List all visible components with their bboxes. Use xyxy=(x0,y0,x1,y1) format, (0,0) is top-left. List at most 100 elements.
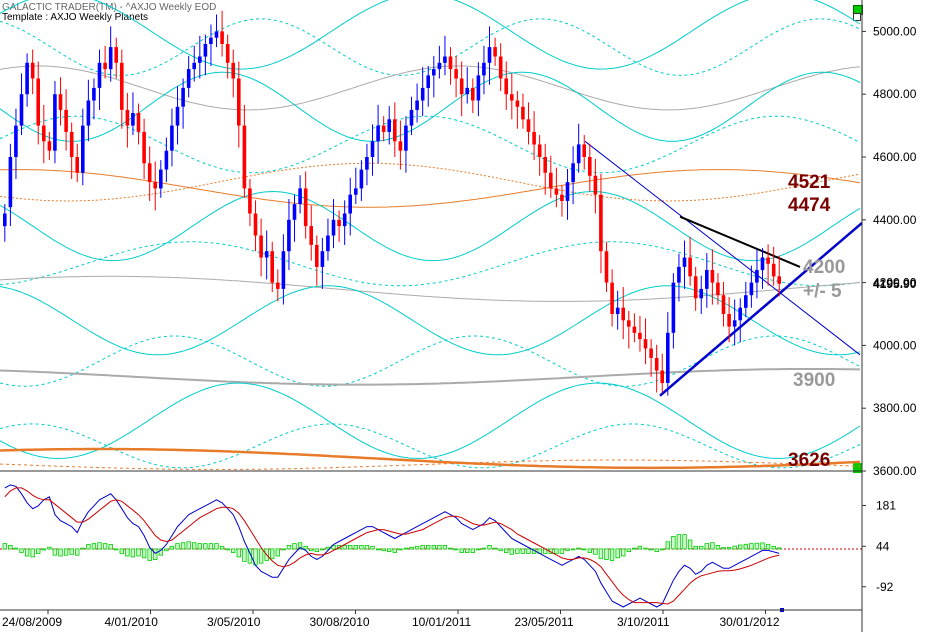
histogram-bar xyxy=(632,547,637,550)
candle-body xyxy=(320,251,325,267)
wave-line xyxy=(0,459,861,470)
histogram-bar xyxy=(754,542,760,550)
histogram-bar xyxy=(375,548,381,551)
histogram-bar xyxy=(687,539,693,550)
histogram-bar xyxy=(392,548,397,553)
panel-divider-handle-icon[interactable] xyxy=(853,463,862,473)
histogram-bar xyxy=(114,548,119,551)
candle-body xyxy=(376,125,380,142)
candle-body xyxy=(142,131,146,164)
histogram-bar xyxy=(576,547,581,550)
candle-body xyxy=(276,282,280,289)
last-price-label: 4195.90 xyxy=(873,277,917,291)
candle-body xyxy=(771,263,776,277)
candle-body xyxy=(315,244,319,267)
histogram-bar xyxy=(219,545,225,550)
wave-line xyxy=(0,241,861,287)
histogram-bar xyxy=(75,548,80,556)
histogram-bar xyxy=(386,548,392,553)
histogram-bar xyxy=(626,548,631,553)
histogram-bar xyxy=(682,534,687,550)
histogram-bar xyxy=(141,548,147,559)
candle-body xyxy=(125,109,130,126)
histogram-bar xyxy=(292,543,297,550)
histogram-bar xyxy=(364,545,370,550)
histogram-bar xyxy=(738,544,743,550)
candle-body xyxy=(30,62,35,79)
chart-title: GALACTIC TRADER(TM) - ^AXJO Weekly EOD xyxy=(2,2,217,13)
level-annotation: 3900 xyxy=(793,370,835,391)
histogram-bar xyxy=(777,547,782,550)
candle-body xyxy=(738,307,742,321)
candle-body xyxy=(471,87,475,101)
indicator-panel xyxy=(0,484,862,612)
histogram-bar xyxy=(403,547,409,550)
candle-body xyxy=(588,157,592,176)
histogram-bar xyxy=(582,548,587,551)
candle-body xyxy=(398,141,403,151)
level-annotation: 4474 xyxy=(788,195,831,216)
candle-body xyxy=(53,94,57,151)
histogram-bar xyxy=(559,548,565,554)
histogram-bar xyxy=(743,543,748,550)
wave-line xyxy=(0,447,861,470)
axes: 5000.00 4800.00 4600.00 4400.00 4200.00 4000.… xyxy=(0,0,917,632)
histogram-bar xyxy=(225,548,230,551)
support-line xyxy=(659,221,863,397)
histogram-bar xyxy=(275,548,280,557)
candle-body xyxy=(699,288,703,299)
panel-maximize-icon[interactable] xyxy=(853,13,861,21)
candle-body xyxy=(710,270,715,283)
candle-body xyxy=(136,113,141,132)
candle-body xyxy=(69,131,74,157)
candle-body xyxy=(214,31,219,38)
y-tick-label: 3600.00 xyxy=(873,464,917,478)
histogram-bar xyxy=(303,545,308,550)
candle-body xyxy=(175,106,180,126)
histogram-bar xyxy=(119,548,124,554)
histogram-bar xyxy=(593,548,598,555)
histogram-bar xyxy=(24,548,30,557)
histogram-bar xyxy=(186,541,191,550)
candle-body xyxy=(242,125,247,189)
candle-body xyxy=(426,75,430,88)
candle-body xyxy=(253,213,258,236)
histogram-bar xyxy=(91,543,97,550)
candle-body xyxy=(404,125,408,151)
histogram-bar xyxy=(498,548,503,552)
candle-body xyxy=(643,339,648,349)
histogram-bar xyxy=(492,547,498,550)
histogram-bar xyxy=(342,545,347,550)
candle-body xyxy=(331,219,336,236)
candle-body xyxy=(576,144,581,164)
histogram-bar xyxy=(437,545,442,550)
candle-body xyxy=(432,69,436,76)
histogram-bar xyxy=(19,548,24,553)
candle-body xyxy=(487,47,492,63)
candle-body xyxy=(264,251,269,258)
candle-body xyxy=(3,213,7,227)
histogram-bar xyxy=(464,548,470,553)
candle-body xyxy=(19,94,24,126)
candle-body xyxy=(209,37,213,44)
candle-body xyxy=(108,47,113,70)
x-tick-label: 3/10/2011 xyxy=(617,615,670,629)
histogram-bar xyxy=(136,548,141,557)
candle-body xyxy=(526,119,531,132)
histogram-bar xyxy=(704,543,709,550)
candle-body xyxy=(58,94,63,110)
candle-body xyxy=(760,257,765,271)
histogram-bar xyxy=(448,547,453,550)
histogram-bar xyxy=(570,548,576,551)
candle-body xyxy=(303,188,308,227)
candle-body xyxy=(654,358,659,371)
level-annotation: +/- 5 xyxy=(803,281,842,302)
candle-body xyxy=(443,56,447,63)
candle-body xyxy=(459,78,464,95)
histogram-bar xyxy=(320,548,325,551)
candle-body xyxy=(326,235,330,252)
indicator-fast-line xyxy=(4,484,780,608)
wave-line xyxy=(0,190,861,262)
candle-body xyxy=(498,56,503,79)
histogram-bar xyxy=(442,545,448,550)
